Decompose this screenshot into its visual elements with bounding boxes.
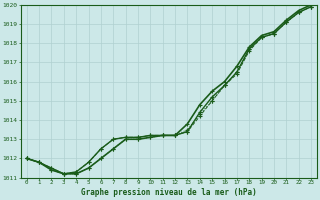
X-axis label: Graphe pression niveau de la mer (hPa): Graphe pression niveau de la mer (hPa) <box>81 188 257 197</box>
